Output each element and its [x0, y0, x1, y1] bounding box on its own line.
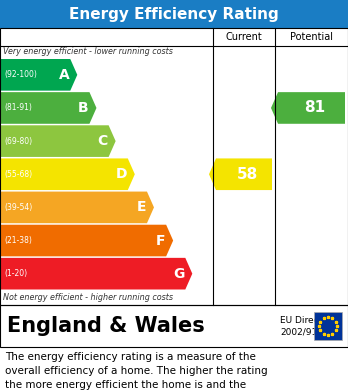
Polygon shape — [271, 92, 345, 124]
Text: (69-80): (69-80) — [4, 136, 32, 145]
Text: Energy Efficiency Rating: Energy Efficiency Rating — [69, 7, 279, 22]
Polygon shape — [0, 225, 173, 256]
Polygon shape — [0, 158, 135, 190]
Bar — [0, 28, 348, 305]
Text: Very energy efficient - lower running costs: Very energy efficient - lower running co… — [3, 47, 173, 57]
Bar — [0, 305, 348, 347]
Text: C: C — [97, 134, 108, 148]
Text: (92-100): (92-100) — [4, 70, 37, 79]
Polygon shape — [0, 92, 96, 124]
Text: 81: 81 — [304, 100, 325, 115]
Text: (81-91): (81-91) — [4, 104, 32, 113]
Text: England & Wales: England & Wales — [7, 316, 205, 336]
Text: The energy efficiency rating is a measure of the
overall efficiency of a home. T: The energy efficiency rating is a measur… — [5, 352, 268, 391]
Text: D: D — [115, 167, 127, 181]
Polygon shape — [0, 258, 192, 289]
Text: A: A — [58, 68, 69, 82]
Text: E: E — [136, 201, 146, 214]
Text: (39-54): (39-54) — [4, 203, 32, 212]
Polygon shape — [0, 59, 77, 91]
Polygon shape — [0, 192, 154, 223]
Text: (1-20): (1-20) — [4, 269, 27, 278]
Text: (21-38): (21-38) — [4, 236, 32, 245]
Text: Not energy efficient - higher running costs: Not energy efficient - higher running co… — [3, 294, 173, 303]
Text: Potential: Potential — [290, 32, 333, 42]
Text: G: G — [173, 267, 184, 281]
Text: 58: 58 — [236, 167, 258, 182]
Bar — [314, 312, 342, 340]
Polygon shape — [209, 158, 272, 190]
Text: EU Directive
2002/91/EC: EU Directive 2002/91/EC — [280, 316, 336, 336]
Text: F: F — [156, 233, 165, 248]
Text: B: B — [78, 101, 88, 115]
Polygon shape — [0, 125, 116, 157]
Bar — [0, 0, 348, 28]
Text: (55-68): (55-68) — [4, 170, 32, 179]
Text: Current: Current — [226, 32, 262, 42]
